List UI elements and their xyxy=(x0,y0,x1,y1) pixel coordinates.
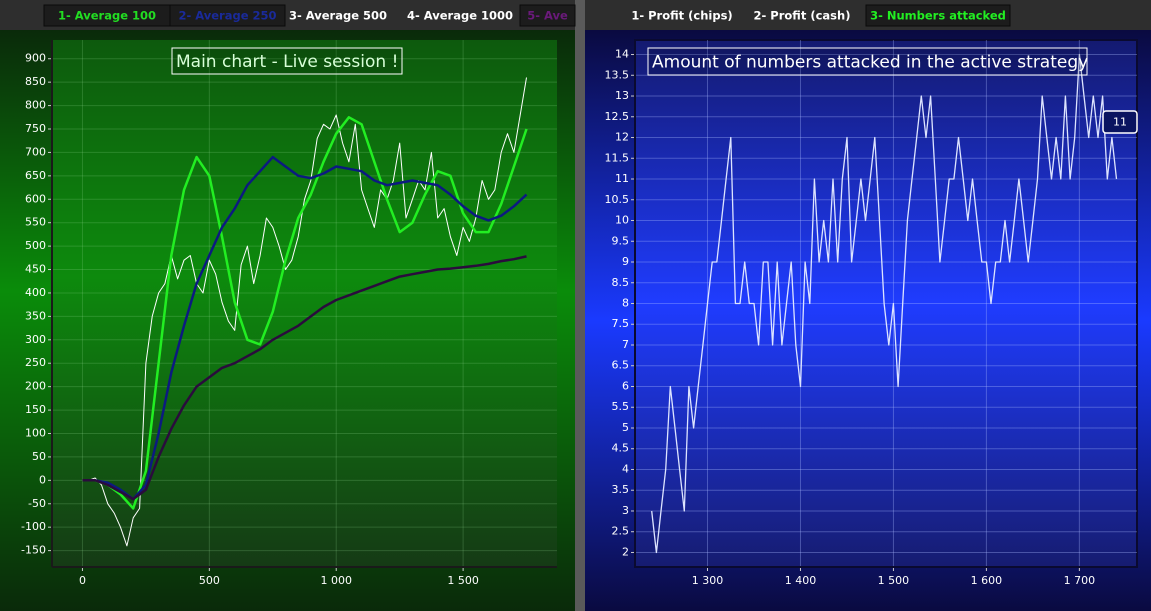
y-tick-label: 800 xyxy=(25,99,46,112)
y-tick-label: 10.5 xyxy=(605,193,630,206)
y-tick-label: 100 xyxy=(25,426,46,439)
x-tick-label: 0 xyxy=(79,574,86,587)
tab-label[interactable]: 5- Ave xyxy=(527,9,568,23)
y-tick-label: 13.5 xyxy=(605,68,630,81)
y-tick-label: 4.5 xyxy=(612,442,630,455)
x-tick-label: 1 700 xyxy=(1064,574,1096,587)
series-line xyxy=(82,255,527,501)
end-label-box xyxy=(1102,110,1138,134)
y-tick-label: 7 xyxy=(622,338,629,351)
y-tick-label: 350 xyxy=(25,309,46,322)
y-tick-label: 200 xyxy=(25,380,46,393)
tab-box[interactable] xyxy=(169,4,286,27)
y-tick-label: 850 xyxy=(25,75,46,88)
y-tick-label: 500 xyxy=(25,239,46,252)
title-box xyxy=(647,47,1088,76)
x-tick-label: 1 000 xyxy=(320,574,352,587)
x-tick-label: 1 500 xyxy=(447,574,479,587)
x-tick-label: 1 500 xyxy=(878,574,910,587)
tab-box[interactable] xyxy=(519,4,576,27)
y-tick-label: 3.5 xyxy=(612,483,630,496)
tab-label[interactable]: 1- Average 100 xyxy=(58,9,156,23)
y-tick-label: 12 xyxy=(615,131,629,144)
y-tick-label: 6.5 xyxy=(612,359,630,372)
splitter[interactable] xyxy=(575,0,585,611)
y-tick-label: 8 xyxy=(622,297,629,310)
y-tick-label: 650 xyxy=(25,169,46,182)
y-tick-label: 50 xyxy=(32,450,46,463)
y-tick-label: 900 xyxy=(25,52,46,65)
y-tick-label: 5.5 xyxy=(612,400,630,413)
tab-label[interactable]: 2- Average 250 xyxy=(178,9,276,23)
tab-label[interactable]: 4- Average 1000 xyxy=(407,9,513,23)
y-tick-label: 600 xyxy=(25,192,46,205)
x-tick-label: 1 400 xyxy=(785,574,817,587)
tab-label[interactable]: 1- Profit (chips) xyxy=(631,9,732,23)
y-tick-label: 0 xyxy=(39,473,46,486)
series-line xyxy=(651,53,1118,554)
y-tick-label: 7.5 xyxy=(612,317,630,330)
x-tick-label: 500 xyxy=(199,574,220,587)
series-line xyxy=(82,116,528,510)
chart-title: Amount of numbers attacked in the active… xyxy=(652,53,1088,73)
title-box xyxy=(171,47,403,75)
y-tick-label: 9 xyxy=(622,255,629,268)
y-tick-label: 550 xyxy=(25,216,46,229)
chart-title: Main chart - Live session ! xyxy=(176,52,398,72)
y-tick-label: 11 xyxy=(615,172,629,185)
y-tick-label: -100 xyxy=(21,520,46,533)
y-tick-label: 10 xyxy=(615,214,629,227)
y-tick-label: 5 xyxy=(622,421,629,434)
y-tick-label: 2 xyxy=(622,545,629,558)
x-tick-label: 1 300 xyxy=(692,574,724,587)
series-line xyxy=(82,155,528,501)
left-plot-area xyxy=(52,40,557,567)
y-tick-label: 300 xyxy=(25,333,46,346)
y-tick-label: 750 xyxy=(25,122,46,135)
tab-box[interactable] xyxy=(865,4,1011,27)
y-tick-label: 3 xyxy=(622,504,629,517)
y-tick-label: -50 xyxy=(28,497,46,510)
end-label: 11 xyxy=(1113,116,1127,129)
y-tick-label: 14 xyxy=(615,48,629,61)
x-tick-label: 1 600 xyxy=(971,574,1003,587)
y-tick-label: 250 xyxy=(25,356,46,369)
y-tick-label: 150 xyxy=(25,403,46,416)
y-tick-label: 8.5 xyxy=(612,276,630,289)
series-line xyxy=(82,77,527,547)
y-tick-label: 4 xyxy=(622,462,629,475)
tab-label[interactable]: 3- Numbers attacked xyxy=(870,9,1006,23)
y-tick-label: 6 xyxy=(622,379,629,392)
y-tick-label: 700 xyxy=(25,145,46,158)
y-tick-label: 450 xyxy=(25,263,46,276)
y-tick-label: 12.5 xyxy=(605,110,630,123)
y-tick-label: 400 xyxy=(25,286,46,299)
y-tick-label: 9.5 xyxy=(612,234,630,247)
y-tick-label: 11.5 xyxy=(605,151,630,164)
right-plot-area xyxy=(634,39,1138,568)
y-tick-label: 13 xyxy=(615,89,629,102)
y-tick-label: -150 xyxy=(21,544,46,557)
y-tick-label: 2.5 xyxy=(612,525,630,538)
tab-label[interactable]: 2- Profit (cash) xyxy=(754,9,851,23)
tab-label[interactable]: 3- Average 500 xyxy=(289,9,387,23)
